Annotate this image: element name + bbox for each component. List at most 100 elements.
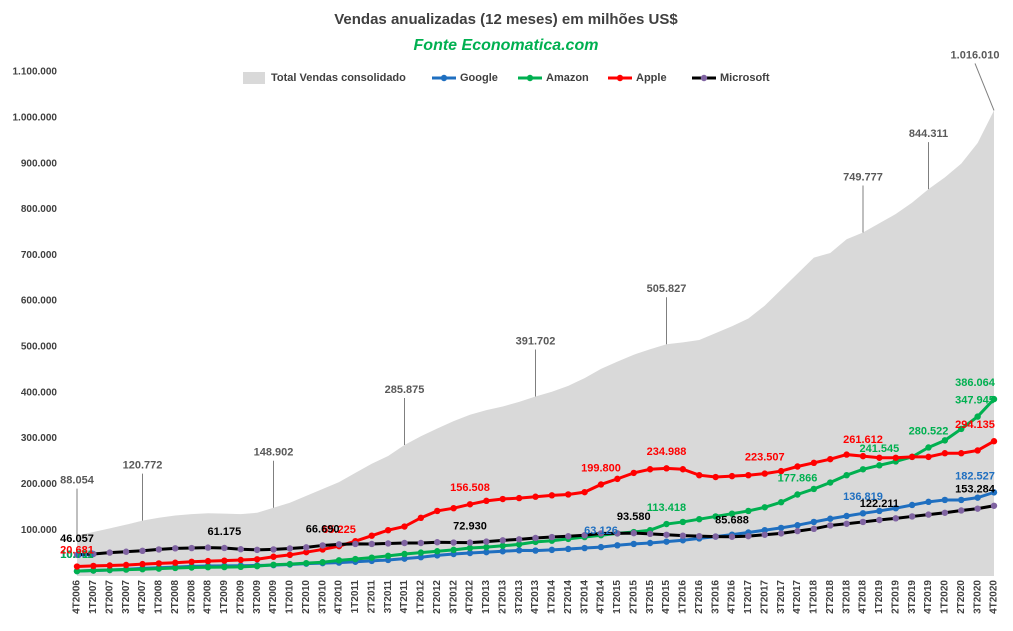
x-tick-label: 4T2008 — [203, 580, 214, 614]
marker — [483, 543, 490, 551]
marker — [794, 463, 801, 470]
marker — [892, 454, 899, 461]
marker — [679, 537, 687, 544]
x-tick-label: 1T2018 — [809, 580, 820, 614]
x-tick-label: 2T2010 — [301, 580, 312, 614]
data-label: 749.777 — [843, 171, 883, 183]
marker — [139, 566, 146, 573]
marker — [368, 532, 375, 539]
marker — [90, 550, 97, 558]
marker — [253, 556, 261, 563]
marker — [270, 546, 277, 553]
marker — [253, 546, 261, 554]
data-label: 88.054 — [60, 475, 95, 487]
area — [77, 110, 994, 576]
x-tick-label: 1T2010 — [285, 580, 296, 614]
legend-marker — [440, 74, 448, 82]
marker — [597, 543, 605, 551]
x-tick-label: 2T2017 — [759, 580, 770, 614]
marker — [384, 540, 392, 547]
x-tick-label: 4T2017 — [792, 580, 803, 614]
marker — [73, 551, 81, 559]
marker — [286, 560, 294, 568]
x-tick-label: 4T2019 — [923, 580, 934, 614]
x-tick-label: 2T2007 — [104, 580, 115, 614]
marker — [188, 544, 195, 552]
x-tick-label: 1T2019 — [874, 580, 885, 614]
x-tick-label: 1T2017 — [743, 580, 754, 614]
x-tick-label: 2T2014 — [563, 580, 574, 614]
data-label: 347.945 — [955, 394, 995, 406]
data-label: 156.508 — [450, 482, 490, 494]
marker — [401, 555, 408, 562]
x-tick-label: 3T2007 — [121, 580, 132, 614]
marker — [466, 544, 474, 552]
y-tick-label: 700.000 — [21, 250, 58, 261]
data-label: 1.016.010 — [951, 49, 1000, 61]
x-tick-label: 1T2011 — [350, 580, 361, 614]
chart-subtitle: Fonte Economatica.com — [414, 37, 599, 54]
marker — [663, 520, 670, 528]
marker — [515, 547, 523, 554]
marker — [925, 498, 932, 506]
legend-label: Google — [460, 72, 498, 84]
x-tick-label: 1T2007 — [88, 580, 99, 614]
marker — [450, 546, 457, 554]
data-label: 61.175 — [208, 526, 242, 538]
marker — [221, 544, 228, 552]
data-label: 10.605 — [60, 549, 94, 561]
marker — [515, 494, 523, 502]
marker — [728, 533, 736, 540]
marker — [892, 504, 899, 512]
marker — [630, 529, 637, 537]
marker — [466, 539, 474, 546]
legend-marker — [526, 74, 534, 82]
data-label: 280.522 — [909, 425, 949, 437]
marker — [122, 566, 130, 573]
marker — [434, 548, 441, 555]
marker — [483, 548, 490, 556]
marker — [712, 473, 719, 481]
marker — [646, 539, 654, 547]
marker — [843, 472, 850, 479]
marker — [679, 466, 687, 473]
marker — [90, 562, 97, 570]
data-label: 391.702 — [516, 335, 556, 347]
x-tick-label: 4T2011 — [399, 580, 410, 614]
x-tick-label: 2T2008 — [170, 580, 181, 614]
data-label: 65.225 — [322, 524, 356, 536]
marker — [122, 561, 130, 569]
marker — [859, 452, 867, 460]
marker — [859, 510, 867, 517]
marker — [483, 497, 490, 505]
marker — [990, 502, 998, 509]
marker — [499, 495, 506, 503]
data-label: 234.988 — [647, 446, 687, 458]
leader-line — [974, 63, 995, 111]
marker — [663, 531, 670, 538]
y-tick-label: 300.000 — [21, 433, 58, 444]
marker — [384, 552, 392, 560]
marker — [417, 539, 425, 547]
marker — [941, 437, 949, 444]
data-label: 10.711 — [60, 549, 93, 561]
marker — [450, 504, 457, 512]
marker — [761, 470, 768, 477]
marker — [761, 526, 768, 534]
marker — [630, 469, 637, 477]
marker — [941, 450, 949, 457]
marker — [401, 539, 408, 547]
marker — [417, 514, 425, 522]
data-label: 66.690 — [306, 523, 340, 535]
marker — [172, 564, 179, 572]
marker — [204, 544, 212, 551]
marker — [712, 513, 719, 520]
y-tick-label: 800.000 — [21, 204, 58, 215]
marker — [172, 559, 179, 566]
marker — [892, 515, 899, 522]
x-tick-label: 3T2008 — [186, 580, 197, 614]
marker — [794, 491, 801, 498]
x-tick-label: 3T2016 — [710, 580, 721, 614]
marker — [827, 522, 834, 529]
x-tick-label: 4T2015 — [661, 580, 672, 614]
